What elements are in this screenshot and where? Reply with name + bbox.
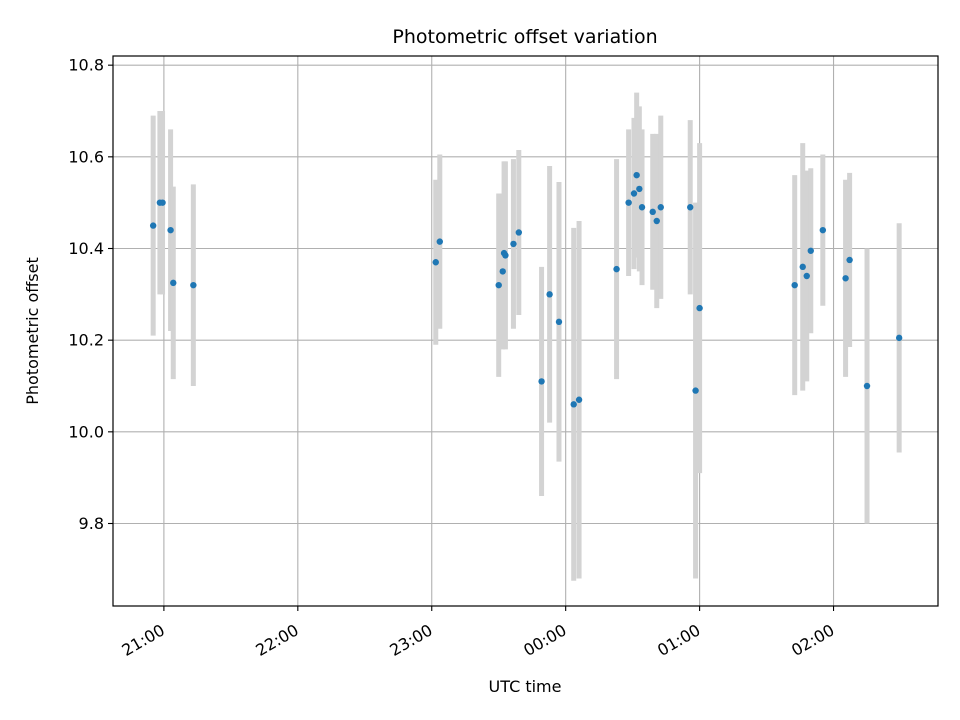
- data-point: [575, 396, 583, 403]
- y-tick-label: 10.4: [68, 239, 104, 258]
- y-axis-ticks: 9.8 10.0 10.2 10.4 10.6 10.8: [68, 56, 113, 533]
- data-point: [633, 171, 640, 179]
- y-tick-label: 10.8: [68, 56, 104, 75]
- data-point: [515, 229, 523, 236]
- data-point: [799, 263, 806, 271]
- data-point: [159, 199, 166, 206]
- data-point: [555, 318, 563, 326]
- data-point: [807, 247, 814, 254]
- data-point: [546, 291, 553, 298]
- plot-frame: [112, 55, 939, 607]
- data-point: [696, 304, 703, 312]
- data-point: [657, 204, 664, 211]
- data-point: [502, 252, 509, 259]
- data-point: [846, 256, 853, 264]
- data-point: [638, 204, 646, 211]
- data-point: [649, 208, 656, 216]
- data-point: [791, 281, 798, 289]
- y-tick-label: 10.6: [68, 147, 104, 166]
- data-point: [803, 272, 810, 280]
- data-point: [613, 265, 620, 273]
- data-point: [510, 240, 517, 248]
- x-axis-label: UTC time: [489, 677, 562, 696]
- data-point: [692, 387, 699, 394]
- y-axis-label: Photometric offset: [23, 257, 42, 405]
- y-tick-label: 10.2: [68, 331, 104, 350]
- data-point: [636, 185, 643, 193]
- data-points: [149, 171, 903, 408]
- data-point: [863, 382, 871, 390]
- data-point: [432, 259, 439, 266]
- data-point: [149, 222, 157, 229]
- chart-title: Photometric offset variation: [392, 26, 657, 48]
- data-point: [170, 279, 177, 287]
- data-point: [436, 238, 443, 245]
- data-point: [625, 199, 632, 206]
- data-point: [630, 190, 638, 197]
- y-tick-label: 10.0: [68, 422, 104, 441]
- y-tick-label: 9.8: [79, 514, 104, 533]
- data-point: [570, 401, 577, 408]
- data-point: [842, 275, 849, 282]
- data-point: [538, 378, 545, 385]
- data-point: [190, 281, 197, 289]
- data-point: [167, 226, 174, 234]
- data-point: [895, 334, 903, 342]
- data-point: [687, 204, 694, 211]
- data-point: [653, 217, 660, 225]
- data-point: [495, 281, 502, 289]
- data-point: [499, 268, 506, 275]
- data-point: [819, 226, 827, 234]
